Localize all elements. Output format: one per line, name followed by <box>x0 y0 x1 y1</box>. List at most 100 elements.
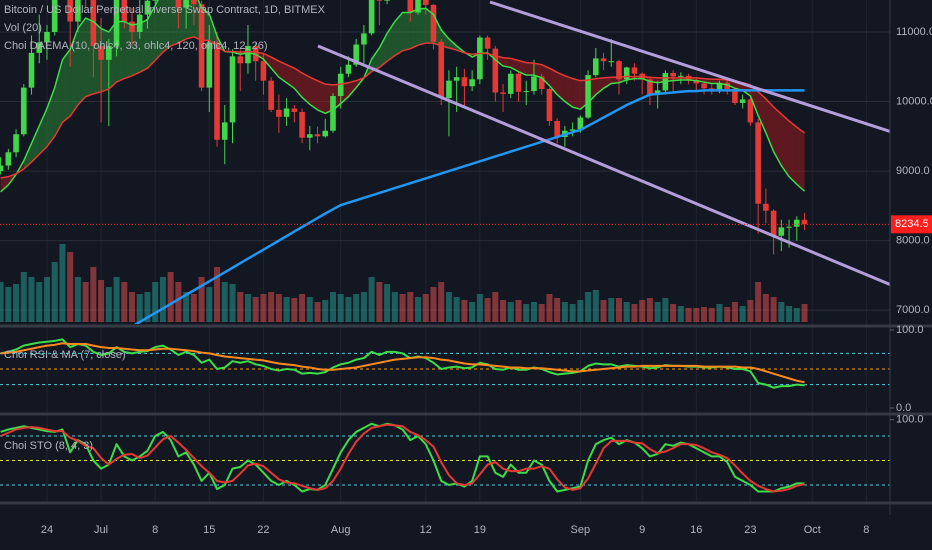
candle-body <box>384 0 390 1</box>
volume-bar <box>98 280 105 322</box>
candle-body <box>415 0 421 13</box>
volume-bar <box>561 302 568 322</box>
candle-body <box>113 0 120 46</box>
candle-body <box>13 134 19 153</box>
overlay-line <box>0 0 806 193</box>
volume-bar <box>105 287 112 322</box>
candle-body <box>693 79 700 84</box>
volume-bar <box>577 300 584 322</box>
volume-bar <box>214 267 221 322</box>
candle-body <box>546 89 553 122</box>
candle-body <box>183 0 189 8</box>
volume-bar <box>546 294 553 322</box>
ema-cloud <box>263 53 272 69</box>
ema-cloud <box>549 68 558 95</box>
candle-body <box>515 73 522 92</box>
candle-body <box>322 130 329 137</box>
volume-bar <box>585 292 592 322</box>
candle-body <box>778 227 785 236</box>
ema-cloud <box>533 63 542 78</box>
volume-bar <box>391 292 398 322</box>
ema-cloud <box>124 21 133 79</box>
volume-bar <box>368 277 375 322</box>
volume-bar <box>299 294 306 322</box>
labels: Bitcoin / US Dollar Perpetual Inverse Sw… <box>4 4 326 452</box>
volume-bar <box>608 298 615 322</box>
candle-body <box>732 89 738 103</box>
volume-bar <box>623 302 630 322</box>
rsi-line <box>0 338 805 389</box>
candle-body <box>654 90 661 95</box>
candle-body <box>299 111 305 138</box>
volume-bar <box>175 282 182 322</box>
volume-bar <box>569 304 576 322</box>
volume-bar <box>221 282 228 322</box>
ema-cloud <box>62 49 71 123</box>
candle-body <box>484 37 491 49</box>
y-tick-label: 7000.0 <box>896 304 930 316</box>
ema-cloud <box>711 79 720 84</box>
volume-bar <box>407 292 414 322</box>
candle-body <box>531 76 537 92</box>
volume-bar <box>244 294 251 322</box>
volume-bar <box>82 282 89 322</box>
volume-bar <box>786 306 793 322</box>
ema-cloud <box>789 121 797 185</box>
volume-bar <box>198 277 205 322</box>
volume-bar <box>469 302 476 322</box>
volume-bar <box>237 292 244 322</box>
last-price-box <box>891 215 932 234</box>
candle-body <box>708 88 715 90</box>
candle-body <box>724 82 731 90</box>
x-tick-label: 16 <box>690 524 702 536</box>
ema-cloud <box>572 78 581 110</box>
candle-body <box>538 76 545 90</box>
candle-body <box>747 99 754 123</box>
candle-body <box>438 41 445 99</box>
candle-body <box>353 44 359 65</box>
candle-body <box>407 0 414 13</box>
y-tick-label: 9000.0 <box>896 165 930 177</box>
volume-bar <box>291 298 298 322</box>
candle-body <box>631 67 638 74</box>
candle-body <box>98 45 104 60</box>
ema-cloud <box>371 47 380 72</box>
volume-bar <box>329 292 336 322</box>
ema-cloud <box>765 98 774 152</box>
ema-cloud <box>23 143 32 169</box>
ema-cloud <box>70 28 78 117</box>
y-tick-label: 11000.0 <box>896 26 932 38</box>
volume-bar <box>337 294 344 322</box>
ema-cloud <box>402 12 411 51</box>
chart-title: Bitcoin / US Dollar Perpetual Inverse Sw… <box>4 4 326 16</box>
volume-bar <box>438 282 445 322</box>
ema-cloud <box>758 91 766 133</box>
ema-cloud <box>54 59 63 137</box>
ema-cloud <box>46 87 55 147</box>
volume-bar <box>384 284 391 322</box>
volume-bar <box>701 307 708 322</box>
ema-cloud <box>101 28 109 92</box>
y-tick-label: 8000.0 <box>896 235 930 247</box>
volume-bar <box>592 290 599 322</box>
ema-cloud <box>155 0 163 61</box>
volume-bar <box>654 302 661 322</box>
volume-bar <box>144 292 151 322</box>
candle-body <box>51 0 58 32</box>
ema-cloud <box>271 57 279 78</box>
candle-body <box>237 56 244 64</box>
ema-cloud <box>557 72 565 102</box>
volume-bar <box>322 300 329 322</box>
candle-body <box>5 152 12 166</box>
price-pane <box>0 0 808 324</box>
volume-bar <box>662 298 669 322</box>
ema-cloud <box>410 9 419 49</box>
candle-body <box>276 109 282 117</box>
candle-body <box>214 42 220 140</box>
x-tick-label: 9 <box>639 524 645 536</box>
overlay-line <box>0 36 805 179</box>
candle-body <box>422 0 429 5</box>
volume-bar <box>314 302 321 322</box>
candle-body <box>801 219 808 225</box>
